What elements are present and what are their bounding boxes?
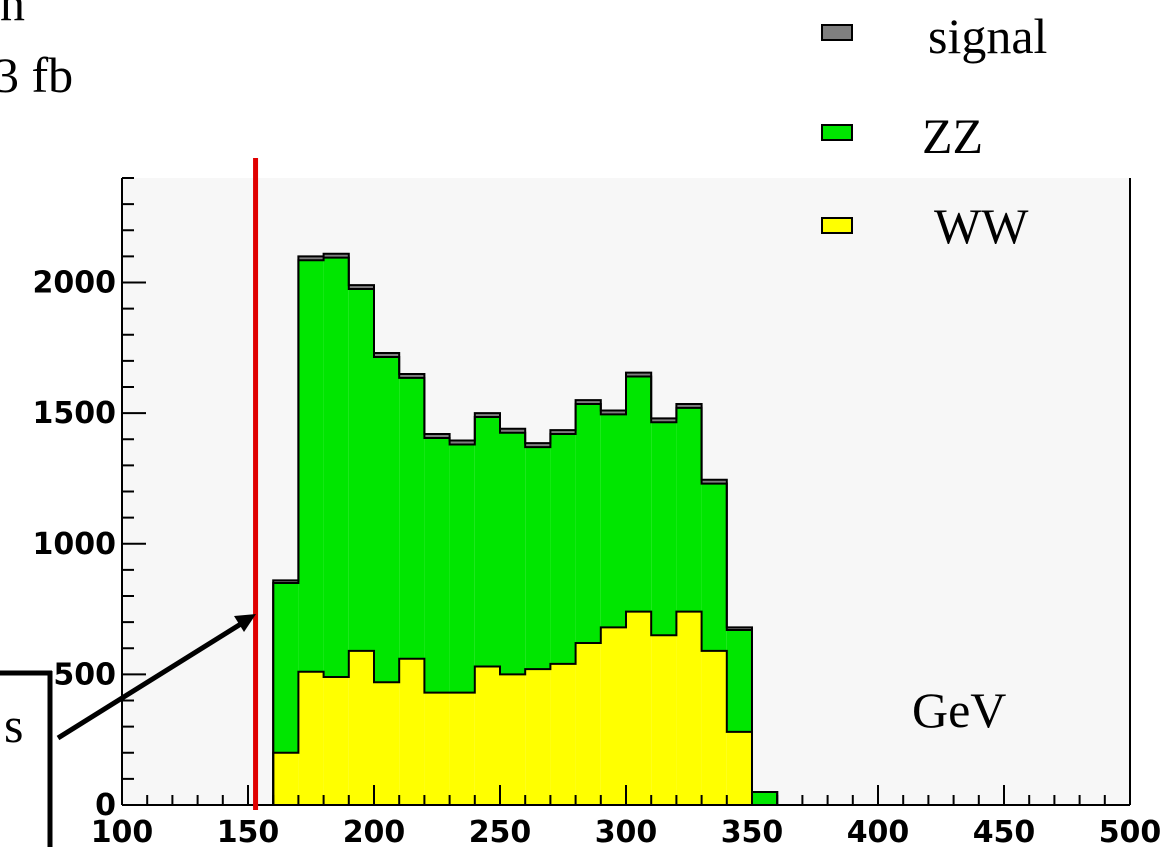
top-text-line2: 3 fb [0, 47, 73, 103]
bar-zz-200 [374, 356, 400, 683]
legend-swatch-signal [821, 24, 853, 41]
bar-zz-170 [298, 260, 324, 672]
annotation-arrow-head [234, 614, 256, 632]
x-tick-label: 400 [847, 815, 910, 847]
bar-signal-200 [374, 353, 400, 357]
bar-signal-280 [575, 400, 601, 404]
bar-ww-250 [500, 674, 526, 805]
outline-ww [248, 610, 778, 806]
bar-ww-210 [399, 658, 425, 805]
bar-signal-300 [626, 372, 652, 377]
unit-label: GeV [912, 682, 1006, 738]
bar-zz-310 [651, 422, 677, 636]
bar-zz-250 [500, 432, 526, 675]
legend-label-zz: ZZ [922, 108, 983, 164]
bar-zz-180 [323, 257, 349, 677]
bar-zz-160 [273, 582, 299, 753]
bar-ww-300 [626, 611, 652, 805]
bar-zz-350 [752, 791, 778, 805]
histogram-bars [248, 252, 779, 806]
bar-signal-290 [600, 410, 626, 415]
bar-zz-280 [575, 403, 601, 644]
bar-ww-240 [474, 666, 500, 805]
bar-signal-160 [273, 580, 299, 583]
legend: signal ZZ WW [821, 8, 1047, 254]
x-tick-label: 450 [973, 815, 1036, 847]
bar-zz-230 [449, 444, 475, 693]
bar-ww-200 [374, 682, 400, 805]
bar-signal-230 [449, 440, 475, 445]
bar-ww-160 [273, 752, 299, 805]
bar-signal-330 [701, 479, 727, 484]
bar-zz-220 [424, 437, 450, 693]
bar-signal-250 [500, 428, 526, 433]
x-tick-label: 100 [91, 815, 154, 847]
bar-zz-190 [348, 289, 374, 651]
outline-signal [248, 252, 779, 806]
bar-ww-290 [600, 627, 626, 805]
bar-ww-190 [348, 650, 374, 805]
bar-ww-220 [424, 692, 450, 805]
bar-ww-270 [550, 663, 576, 805]
bar-zz-210 [399, 377, 425, 659]
x-tick-label: 350 [721, 815, 784, 847]
bar-zz-330 [701, 483, 727, 651]
bar-signal-190 [348, 285, 374, 290]
y-tick-label: 0 [95, 788, 116, 823]
y-tick-label: 1500 [33, 396, 117, 431]
bar-signal-240 [474, 413, 500, 418]
y-axis-ticks: 0 500 1000 1500 2000 [33, 177, 146, 823]
bar-ww-320 [676, 611, 702, 805]
x-tick-label: 200 [343, 815, 406, 847]
x-tick-label: 300 [595, 815, 658, 847]
annotation-label: s [4, 697, 23, 753]
bar-signal-220 [424, 434, 450, 438]
annotation-arrow-shaft [56, 619, 246, 741]
bar-signal-180 [323, 253, 349, 258]
x-axis-ticks: 100 150 200 250 300 350 400 450 500 [91, 785, 1162, 847]
legend-swatch-zz [821, 124, 853, 141]
bar-signal-320 [676, 403, 702, 408]
bar-zz-320 [676, 407, 702, 612]
x-tick-label: 500 [1099, 815, 1162, 847]
bar-signal-270 [550, 430, 576, 435]
bar-ww-260 [525, 669, 551, 805]
bar-signal-340 [726, 627, 752, 630]
x-tick-label: 250 [469, 815, 532, 847]
y-tick-label: 1000 [33, 527, 117, 562]
bar-ww-330 [701, 650, 727, 805]
bar-zz-340 [726, 629, 752, 732]
bar-signal-210 [399, 373, 425, 378]
bar-zz-240 [474, 417, 500, 667]
legend-label-signal: signal [928, 8, 1047, 64]
bar-zz-270 [550, 434, 576, 664]
bar-zz-290 [600, 414, 626, 628]
bar-zz-300 [626, 376, 652, 612]
y-tick-label: 2000 [33, 266, 117, 301]
y-tick-label: 500 [53, 657, 116, 692]
bar-ww-180 [323, 676, 349, 805]
bar-ww-280 [575, 643, 601, 805]
bar-ww-310 [651, 635, 677, 805]
bar-zz-260 [525, 447, 551, 670]
legend-label-ww: WW [934, 198, 1029, 254]
top-text-line1: n [0, 0, 25, 31]
bar-signal-310 [651, 418, 677, 423]
bar-ww-170 [298, 671, 324, 805]
bar-signal-170 [298, 256, 324, 261]
bar-ww-230 [449, 692, 475, 805]
bar-ww-340 [726, 731, 752, 805]
x-tick-label: 150 [217, 815, 280, 847]
legend-swatch-ww [821, 217, 853, 234]
bar-signal-260 [525, 443, 551, 448]
